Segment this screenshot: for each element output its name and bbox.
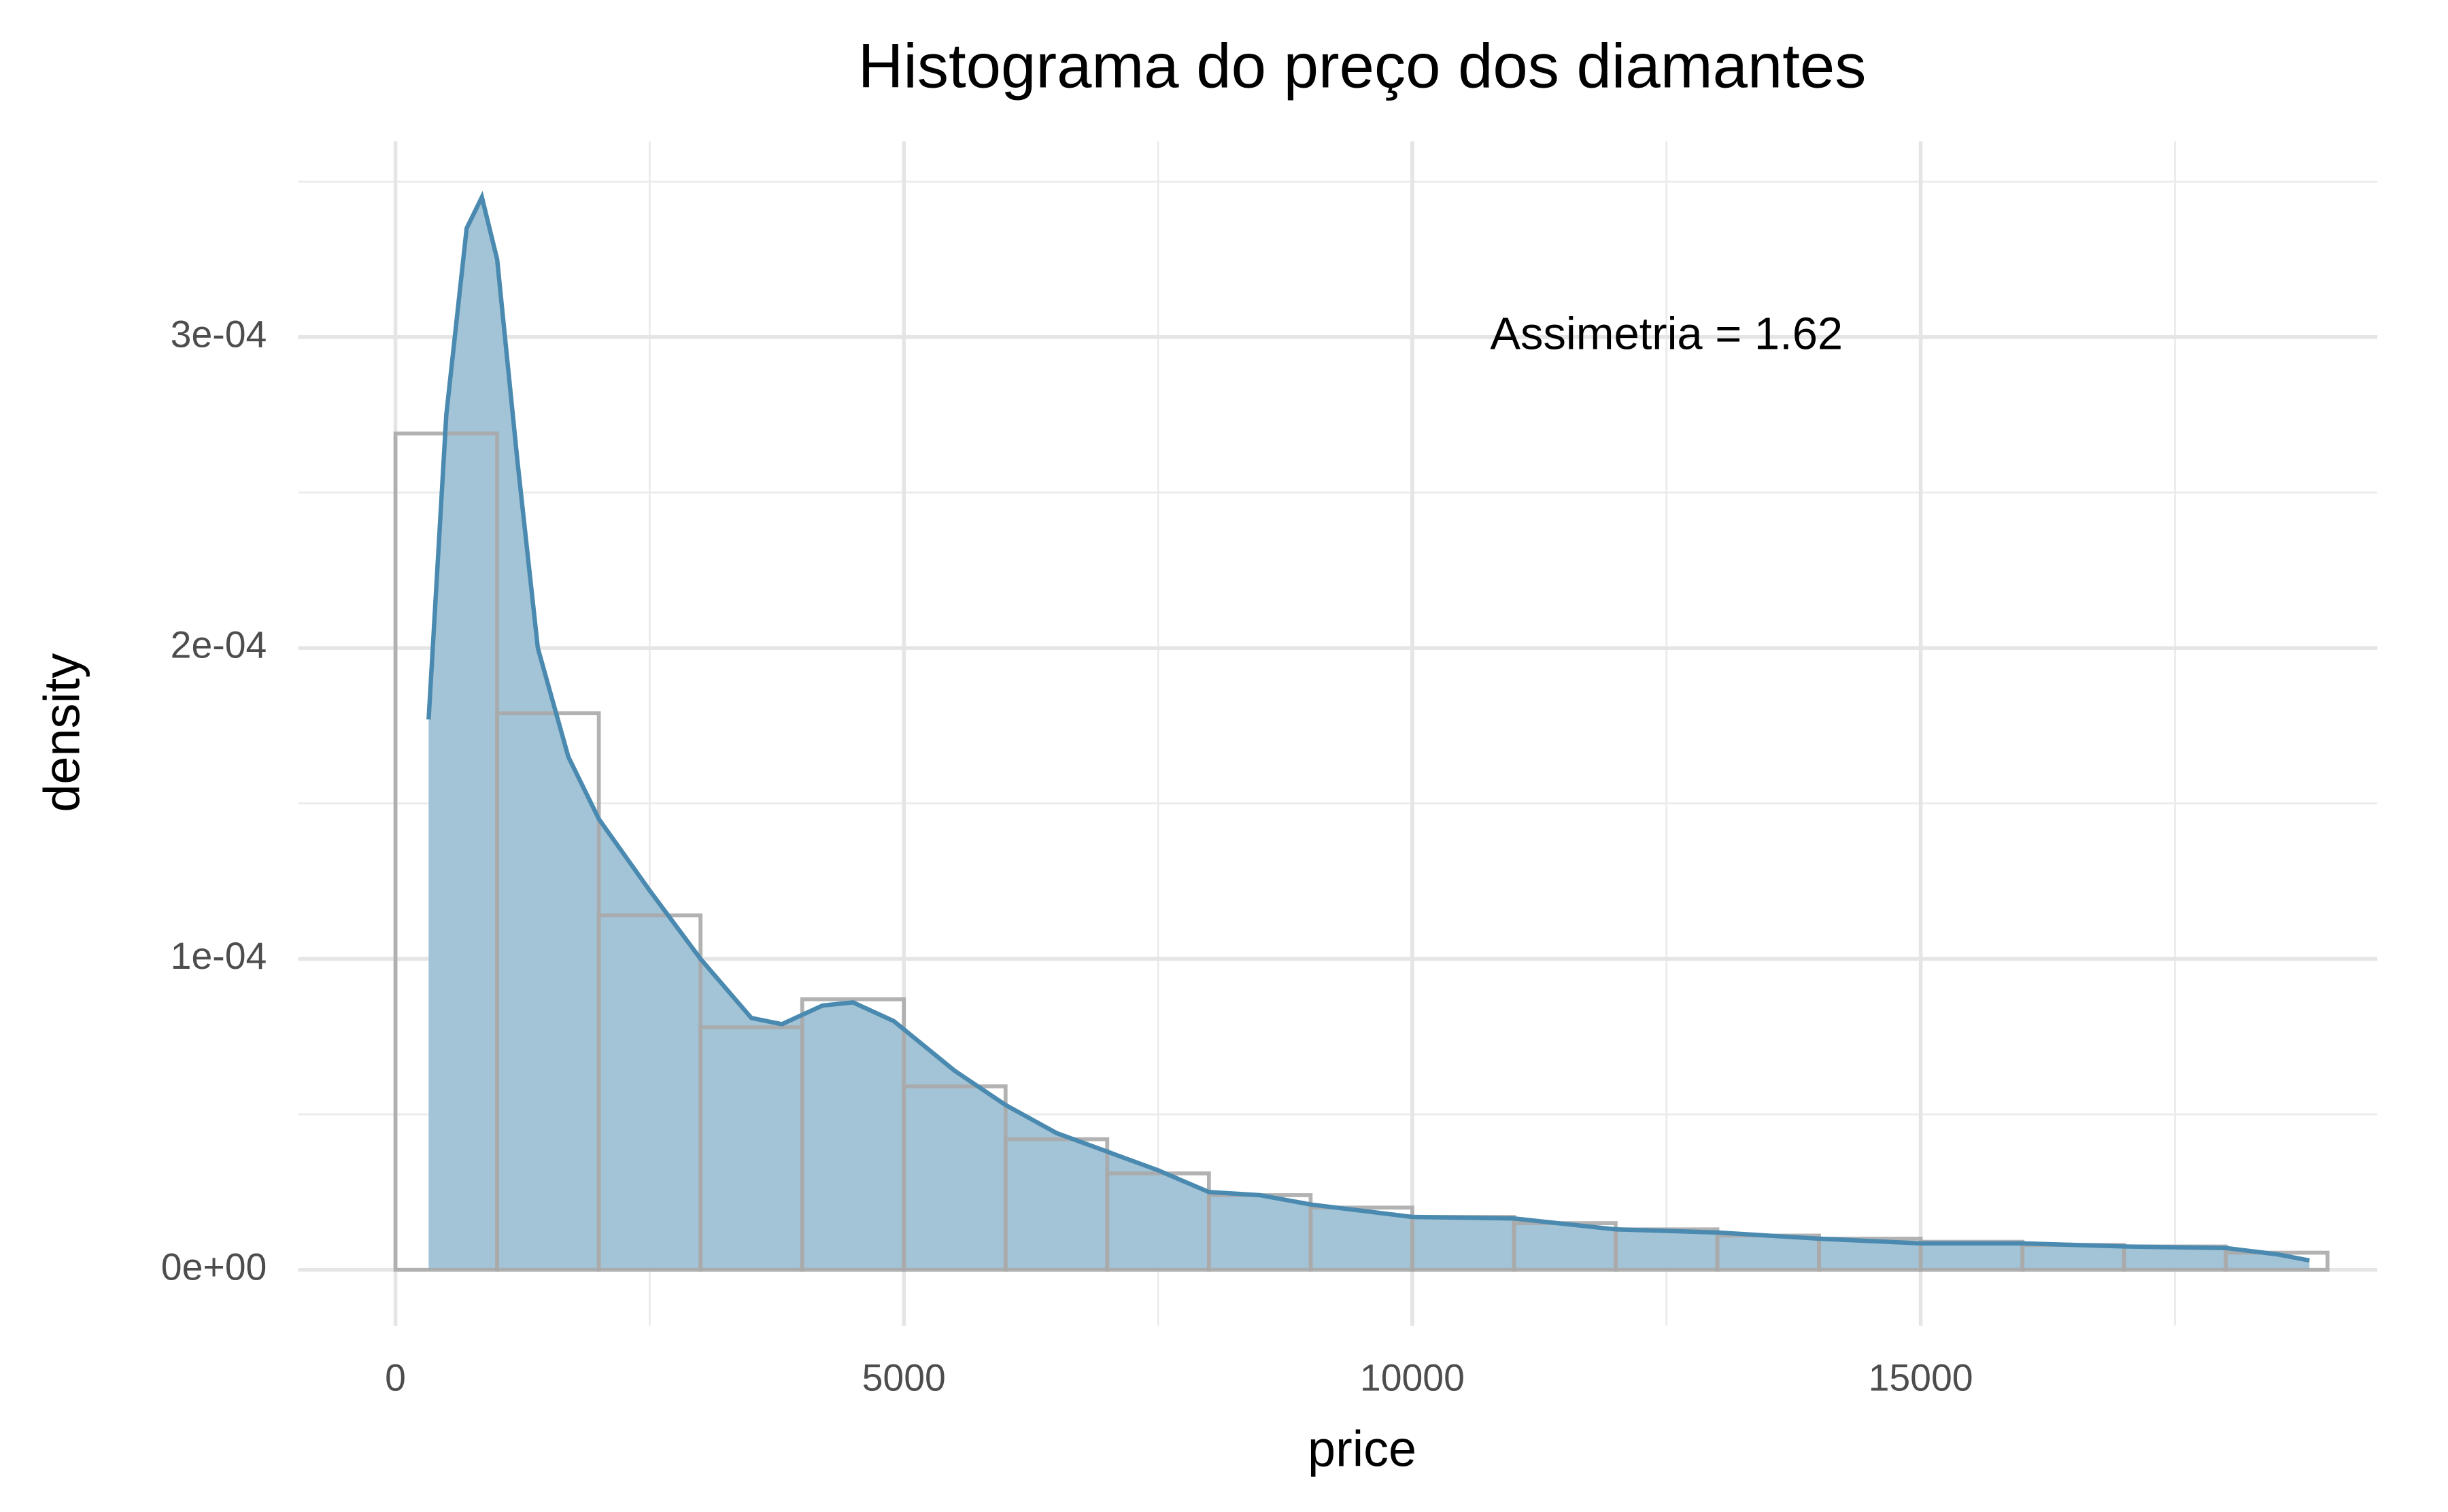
x-tick-label: 10000 [1360,1356,1465,1398]
y-tick-label: 3e-04 [171,313,267,355]
y-tick-label: 2e-04 [171,624,267,666]
x-tick-label: 15000 [1869,1356,1973,1398]
density-line [426,190,2310,1263]
marks [393,190,2330,1272]
x-axis-title: price [1308,1420,1416,1477]
y-tick-label: 0e+00 [161,1245,267,1288]
y-tick-label: 1e-04 [171,935,267,977]
x-tick-label: 0 [385,1356,406,1398]
labels: 0 5000 10000 15000 0e+00 1e-04 2e-04 3e-04 Assim… [161,309,1973,1399]
y-axis-title: density [33,653,90,812]
x-tick-label: 5000 [862,1356,946,1398]
annotation: Assimetria = 1.62 [1490,309,1843,360]
chart-title: Histograma do preço dos diamantes [858,30,1867,101]
density-area [428,197,2310,1270]
